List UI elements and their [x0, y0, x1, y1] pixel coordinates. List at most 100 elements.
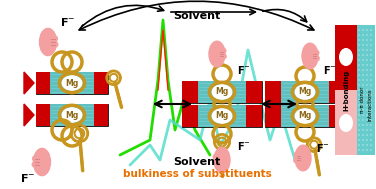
Circle shape: [224, 134, 227, 137]
Circle shape: [370, 109, 372, 111]
Circle shape: [362, 84, 364, 86]
FancyBboxPatch shape: [182, 81, 198, 103]
Circle shape: [362, 104, 364, 106]
Circle shape: [217, 147, 220, 150]
Ellipse shape: [62, 75, 82, 91]
Circle shape: [358, 144, 360, 146]
Circle shape: [370, 74, 372, 76]
Circle shape: [370, 144, 372, 146]
Circle shape: [366, 124, 368, 126]
FancyBboxPatch shape: [36, 72, 108, 94]
FancyBboxPatch shape: [265, 105, 281, 127]
Ellipse shape: [213, 154, 220, 160]
Text: Mg: Mg: [65, 78, 79, 88]
Circle shape: [358, 44, 360, 46]
Circle shape: [86, 132, 89, 135]
Circle shape: [366, 144, 368, 146]
FancyBboxPatch shape: [182, 105, 262, 127]
Circle shape: [116, 83, 118, 85]
Circle shape: [362, 49, 364, 51]
Ellipse shape: [39, 28, 56, 56]
Circle shape: [362, 69, 364, 71]
FancyBboxPatch shape: [329, 81, 345, 103]
Ellipse shape: [214, 147, 230, 173]
Text: H-bonding: H-bonding: [343, 69, 349, 111]
Circle shape: [370, 114, 372, 116]
Circle shape: [358, 104, 360, 106]
FancyBboxPatch shape: [246, 81, 262, 103]
FancyArrowPatch shape: [79, 1, 314, 30]
Ellipse shape: [220, 48, 226, 54]
Circle shape: [358, 149, 360, 151]
Circle shape: [366, 104, 368, 106]
Ellipse shape: [32, 162, 38, 167]
Circle shape: [370, 69, 372, 71]
Circle shape: [370, 139, 372, 141]
Ellipse shape: [294, 84, 315, 100]
Ellipse shape: [294, 108, 315, 124]
Circle shape: [362, 149, 364, 151]
Text: Mg: Mg: [299, 88, 312, 97]
Circle shape: [109, 83, 111, 85]
Circle shape: [362, 39, 364, 41]
Circle shape: [316, 138, 318, 140]
Circle shape: [109, 71, 111, 73]
Circle shape: [74, 139, 77, 142]
Polygon shape: [24, 72, 34, 94]
Circle shape: [366, 89, 368, 91]
Circle shape: [362, 94, 364, 96]
Circle shape: [370, 99, 372, 101]
Circle shape: [358, 59, 360, 61]
FancyBboxPatch shape: [335, 90, 357, 155]
Circle shape: [362, 109, 364, 111]
Circle shape: [358, 124, 360, 126]
Circle shape: [362, 124, 364, 126]
Circle shape: [358, 69, 360, 71]
Circle shape: [362, 114, 364, 116]
Ellipse shape: [52, 42, 58, 47]
Circle shape: [370, 39, 372, 41]
Circle shape: [358, 39, 360, 41]
Circle shape: [358, 64, 360, 66]
Circle shape: [366, 109, 368, 111]
Circle shape: [217, 134, 220, 137]
Circle shape: [358, 54, 360, 56]
Circle shape: [366, 134, 368, 136]
Circle shape: [370, 49, 372, 51]
Circle shape: [362, 44, 364, 46]
Circle shape: [358, 139, 360, 141]
Circle shape: [370, 34, 372, 36]
Circle shape: [370, 104, 372, 106]
Circle shape: [358, 99, 360, 101]
Circle shape: [362, 99, 364, 101]
Circle shape: [358, 79, 360, 81]
Ellipse shape: [212, 108, 232, 124]
Circle shape: [366, 119, 368, 121]
Text: $\mathbf{F}^{-}$: $\mathbf{F}^{-}$: [316, 142, 330, 154]
Circle shape: [358, 114, 360, 116]
Ellipse shape: [62, 107, 82, 123]
Circle shape: [370, 79, 372, 81]
Circle shape: [370, 89, 372, 91]
Ellipse shape: [294, 158, 299, 163]
FancyBboxPatch shape: [94, 104, 108, 126]
Circle shape: [366, 149, 368, 151]
Ellipse shape: [221, 54, 226, 59]
Circle shape: [228, 141, 231, 143]
Circle shape: [358, 109, 360, 111]
Circle shape: [366, 49, 368, 51]
Circle shape: [320, 144, 322, 146]
Ellipse shape: [294, 152, 300, 158]
FancyBboxPatch shape: [281, 81, 329, 103]
Circle shape: [82, 125, 85, 128]
FancyBboxPatch shape: [50, 104, 94, 126]
Circle shape: [370, 64, 372, 66]
Circle shape: [366, 94, 368, 96]
Circle shape: [362, 79, 364, 81]
Circle shape: [366, 44, 368, 46]
Text: bulkiness of substituents: bulkiness of substituents: [123, 169, 271, 179]
Circle shape: [119, 77, 121, 79]
Circle shape: [362, 129, 364, 131]
Text: Mg: Mg: [299, 112, 312, 121]
Ellipse shape: [212, 84, 232, 100]
